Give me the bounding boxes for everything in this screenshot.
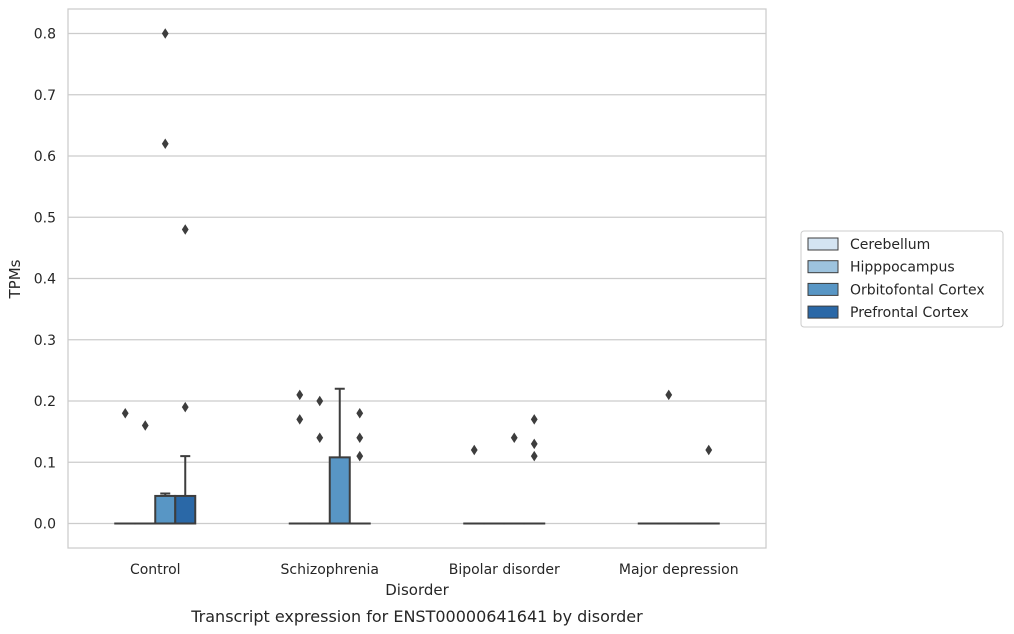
outlier-point	[530, 450, 538, 462]
outliers	[121, 28, 713, 462]
outlier-point	[510, 432, 518, 443]
outlier-point	[356, 408, 364, 419]
outlier-point	[121, 408, 129, 419]
outlier-point	[181, 401, 189, 413]
legend-frame	[800, 230, 1004, 328]
outlier-point	[470, 444, 478, 456]
legend-label: Hipppocampus	[850, 260, 955, 276]
outlier-point	[530, 438, 538, 450]
y-tick-label: 0.3	[34, 333, 56, 349]
y-tick-label: 0.4	[34, 272, 56, 288]
figure-caption: Transcript expression for ENST0000064164…	[190, 607, 643, 626]
outlier-point	[316, 432, 324, 443]
y-tick-label: 0.2	[34, 394, 56, 410]
legend-swatch	[807, 237, 839, 251]
y-axis-label: TPMs	[6, 259, 24, 299]
boxes	[114, 387, 720, 525]
legend-label: Cerebellum	[850, 237, 930, 253]
y-tick-label: 0.6	[34, 149, 56, 165]
outlier-point	[356, 432, 364, 443]
outlier-point	[356, 450, 364, 462]
y-tick-label: 0.0	[34, 517, 56, 533]
box	[154, 494, 177, 525]
legend-swatch	[807, 260, 839, 274]
legend-swatch	[807, 305, 839, 319]
box	[328, 456, 351, 525]
x-tick-label: Bipolar disorder	[449, 562, 560, 578]
y-tick-label: 0.7	[34, 88, 56, 104]
outlier-point	[530, 414, 538, 425]
y-tick-labels: 0.0 0.1 0.2 0.3 0.4 0.5 0.6 0.7 0.8	[34, 27, 56, 533]
x-tick-label: Control	[130, 562, 181, 578]
box	[174, 494, 197, 525]
outlier-point	[296, 414, 304, 425]
outlier-point	[161, 28, 169, 39]
x-tick-labels: Control Schizophrenia Bipolar disorder Majo…	[130, 562, 739, 578]
outlier-point	[161, 138, 169, 149]
legend-label: Orbitofontal Cortex	[850, 282, 985, 298]
outlier-point	[141, 420, 149, 431]
outlier-point	[316, 395, 324, 407]
y-tick-label: 0.1	[34, 455, 56, 471]
legend-swatch	[807, 282, 839, 296]
outlier-point	[181, 224, 189, 235]
x-axis-label: Disorder	[385, 581, 449, 599]
legend: Cerebellum Hipppocampus Orbitofontal Corte…	[800, 230, 1004, 328]
legend-label: Prefrontal Cortex	[850, 305, 969, 321]
outlier-point	[665, 389, 673, 401]
x-tick-label: Schizophrenia	[281, 562, 379, 578]
outlier-point	[705, 444, 713, 456]
plot-frame	[67, 8, 767, 549]
y-tick-label: 0.8	[34, 27, 56, 43]
outlier-point	[296, 389, 304, 401]
gridlines	[68, 32, 766, 525]
x-tick-label: Major depression	[619, 562, 739, 578]
y-tick-label: 0.5	[34, 210, 56, 226]
